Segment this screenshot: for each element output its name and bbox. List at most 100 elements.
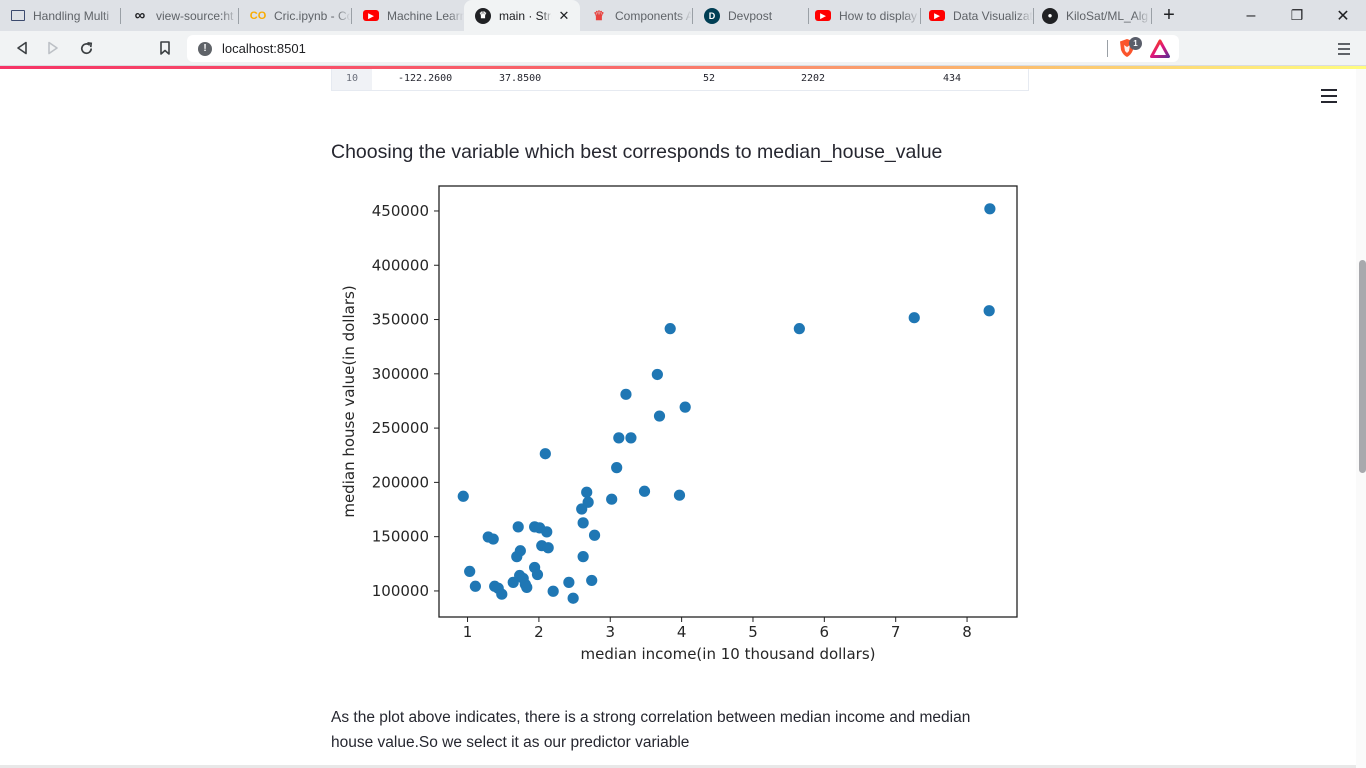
tab-separator [120,8,121,24]
y-tick-label: 100000 [372,582,429,600]
horizontal-scroll-strip [0,765,1356,768]
browser-menu-icon[interactable] [1334,39,1354,59]
data-point [638,485,651,497]
data-point [588,529,601,541]
bookmark-button[interactable] [152,36,178,60]
data-point [514,545,526,557]
x-tick-label: 8 [962,623,972,641]
data-point [531,568,544,581]
tab-cric-ipynb[interactable]: CO Cric.ipynb - Co [249,8,351,23]
cell-total-rooms: 2202 [801,73,826,84]
streamlit-app: 10 -122.2600 37.8500 52 2202 434 Choosin… [0,69,1366,768]
data-point [581,486,593,498]
x-tick-label: 6 [820,623,830,641]
github-icon: ● [1042,7,1058,24]
tab-separator [920,8,921,24]
row-index: 10 [332,69,372,90]
bookmark-icon [160,41,170,55]
tab-how-to-display[interactable]: ▶ How to display [804,0,920,31]
forward-button[interactable] [40,36,66,60]
data-point [653,410,666,422]
x-tick-label: 5 [748,623,758,641]
tab-components[interactable]: ♛ Components A [580,0,692,31]
close-tab-icon[interactable]: ✕ [558,7,570,23]
tab-machine-learn[interactable]: ▶ Machine Learn [352,0,464,31]
back-button[interactable] [9,36,35,60]
data-point [664,323,676,335]
tab-data-visualization[interactable]: ▶ Data Visualizat [918,0,1033,31]
data-point [586,574,598,587]
data-point [983,305,995,317]
reload-icon [80,41,92,54]
data-point [620,388,632,400]
site-info-icon[interactable]: ! [198,41,212,56]
infinity-icon: ∞ [134,7,146,24]
data-point [984,203,996,215]
data-point [457,490,469,502]
y-tick-label: 250000 [372,419,429,437]
address-bar[interactable]: ! localhost:8501 1 [187,35,1179,62]
restore-button[interactable]: ❐ [1290,7,1304,23]
x-tick-label: 4 [677,623,687,641]
colab-icon: CO [249,9,267,22]
tab-devpost[interactable]: D Devpost [693,0,808,31]
data-point [606,493,618,505]
youtube-icon: ▶ [815,10,831,21]
tab-separator [238,8,239,24]
data-point [547,585,559,597]
tab-kilosat-ml[interactable]: ● KiloSat/ML_Alg [1031,0,1151,31]
reload-button[interactable] [73,36,99,60]
cell-total-bedrooms: 434 [943,73,962,84]
address-url[interactable]: localhost:8501 [222,41,306,56]
omnibox-divider [1107,40,1108,57]
data-point [611,462,623,474]
tab-separator [692,8,693,24]
data-point [679,401,691,413]
tab-handling-multi[interactable]: Handling Multi [0,0,120,31]
x-tick-label: 7 [891,623,901,641]
y-tick-label: 450000 [372,202,429,220]
minimize-button[interactable]: – [1246,6,1256,24]
cell-housing-median-age: 52 [703,73,716,84]
conclusion-paragraph: As the plot above indicates, there is a … [331,709,971,751]
y-tick-label: 400000 [372,256,429,274]
x-tick-label: 3 [605,623,615,641]
data-point [487,533,499,545]
data-point [512,521,524,533]
y-axis-label: median house value(in dollars) [340,285,358,517]
youtube-icon: ▶ [363,10,379,21]
shield-badge-count: 1 [1129,37,1142,50]
y-tick-label: 150000 [372,528,429,546]
data-point [625,432,637,444]
data-point [613,432,625,444]
data-point [651,368,663,381]
tab-separator [1033,8,1034,24]
y-tick-label: 300000 [372,365,429,383]
brave-rewards-icon[interactable] [1150,39,1170,59]
plot-frame [438,185,1018,618]
data-point [577,551,589,563]
new-tab-button[interactable]: + [1163,4,1175,26]
data-point [496,588,508,600]
presentation-icon [11,10,25,21]
streamlit-crown-icon: ♛ [475,7,491,24]
data-point [464,565,476,578]
data-point [563,576,575,588]
close-window-button[interactable]: ✕ [1336,7,1350,25]
data-point [521,581,533,593]
x-tick-label: 1 [463,623,473,641]
tab-view-source[interactable]: ∞ view-source:ht [121,0,238,31]
dataframe-row: 10 -122.2600 37.8500 52 2202 434 [331,69,1029,91]
y-tick-label: 200000 [372,473,429,491]
devpost-icon: D [704,7,720,24]
y-tick-label: 350000 [372,311,429,329]
data-point [541,526,553,538]
streamlit-crown-icon: ♛ [593,7,605,23]
data-point [673,489,686,501]
tab-main-streamlit[interactable]: ♛ main · Stre ✕ [464,0,580,31]
scatter-plot-svg: 1 2 3 4 5 6 7 8 100000 150000 200000 250000 300000 35… [340,185,1018,663]
scrollbar-thumb[interactable] [1359,260,1366,473]
x-tick-label: 2 [534,623,544,641]
youtube-icon: ▶ [929,10,945,21]
app-menu-icon[interactable] [1321,89,1337,103]
